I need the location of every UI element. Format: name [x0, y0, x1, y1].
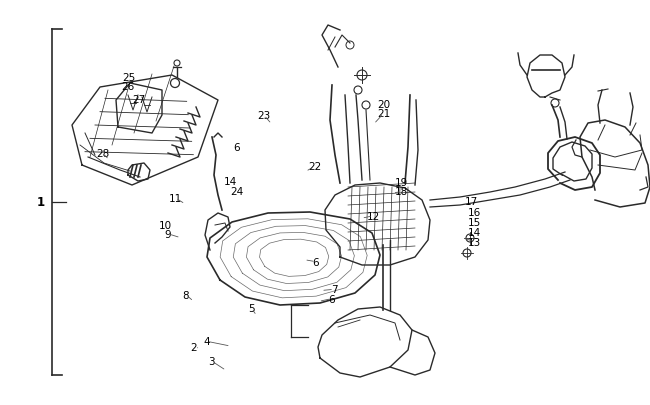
Text: 25: 25 — [122, 73, 135, 83]
Text: 7: 7 — [331, 285, 337, 294]
Text: 28: 28 — [96, 149, 109, 159]
Text: 13: 13 — [468, 237, 481, 247]
Text: 10: 10 — [159, 220, 172, 230]
Text: 1: 1 — [36, 196, 44, 209]
Text: 11: 11 — [169, 194, 182, 203]
Text: 14: 14 — [224, 177, 237, 187]
Text: 26: 26 — [121, 82, 134, 92]
Text: 5: 5 — [248, 304, 255, 313]
Text: 18: 18 — [395, 187, 408, 197]
Text: 4: 4 — [203, 337, 210, 346]
Text: 16: 16 — [468, 207, 481, 217]
Text: 12: 12 — [367, 211, 380, 221]
Text: 23: 23 — [257, 111, 270, 121]
Text: 19: 19 — [395, 177, 408, 187]
Text: 15: 15 — [468, 217, 481, 227]
Text: 17: 17 — [465, 197, 478, 207]
Text: 14: 14 — [468, 227, 481, 237]
Text: 6: 6 — [233, 143, 240, 153]
Text: 8: 8 — [183, 290, 189, 300]
Text: 21: 21 — [377, 109, 390, 119]
Text: 6: 6 — [313, 257, 319, 267]
Text: 22: 22 — [308, 162, 321, 172]
Text: 27: 27 — [132, 95, 145, 105]
Text: 3: 3 — [209, 356, 215, 366]
Text: 9: 9 — [164, 229, 171, 239]
Text: 6: 6 — [328, 294, 335, 304]
Text: 2: 2 — [190, 342, 197, 352]
Text: 24: 24 — [230, 186, 243, 196]
Text: 20: 20 — [377, 100, 390, 109]
